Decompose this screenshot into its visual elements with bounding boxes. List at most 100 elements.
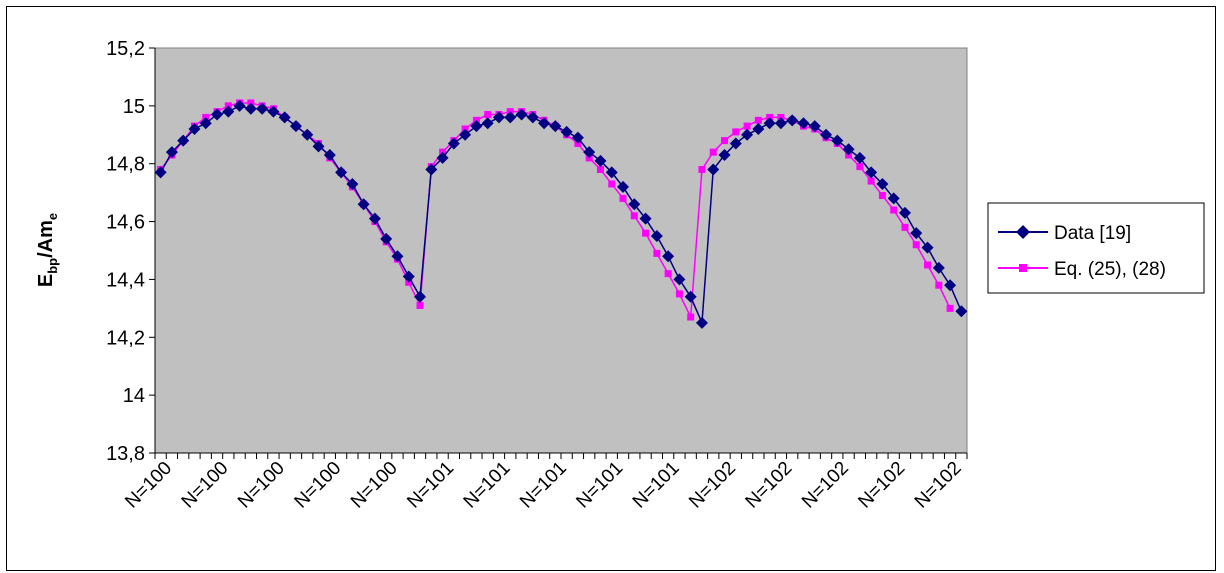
data-point <box>484 111 492 119</box>
data-point <box>955 305 968 318</box>
data-point <box>301 128 314 141</box>
data-point <box>608 180 616 188</box>
data-point <box>662 250 675 263</box>
data-point <box>425 163 438 176</box>
data-point <box>653 249 661 257</box>
data-point <box>560 125 573 138</box>
data-point <box>605 166 618 179</box>
y-tick-label: 14 <box>123 385 145 407</box>
data-point <box>887 192 900 205</box>
series-data <box>154 99 968 329</box>
x-tick-label: N=100 <box>178 458 233 513</box>
data-point <box>709 148 717 156</box>
data-point <box>154 166 167 179</box>
y-tick-label: 14,4 <box>106 269 145 291</box>
data-point <box>617 180 630 193</box>
data-point <box>687 313 695 321</box>
data-point <box>650 230 663 243</box>
data-point <box>312 140 325 153</box>
data-point <box>924 261 932 269</box>
data-point <box>754 116 762 124</box>
data-point <box>414 290 427 303</box>
x-tick-label: N=101 <box>403 458 458 513</box>
data-point <box>684 290 697 303</box>
x-tick-label: N=100 <box>234 458 289 513</box>
data-point <box>594 154 607 167</box>
data-point <box>729 137 742 150</box>
data-point <box>459 128 472 141</box>
x-tick-label: N=101 <box>572 458 627 513</box>
data-point <box>642 229 650 237</box>
data-point <box>797 117 810 130</box>
y-tick-label: 14,2 <box>106 327 145 349</box>
data-point <box>898 206 911 219</box>
data-point <box>357 198 370 211</box>
x-tick-label: N=101 <box>629 458 684 513</box>
data-point <box>935 281 943 289</box>
data-point <box>946 304 954 312</box>
data-point <box>199 117 212 130</box>
data-point <box>447 137 460 150</box>
y-tick-label: 15,2 <box>106 38 145 60</box>
data-point <box>944 279 957 292</box>
data-point <box>752 123 765 135</box>
x-tick-label: N=102 <box>742 458 797 513</box>
data-point <box>515 108 528 121</box>
x-tick-label: N=100 <box>121 458 176 513</box>
y-axis-ticks: 13,8 14 14,2 14,4 14,6 14,8 15 15,2 <box>106 38 155 465</box>
data-point <box>921 241 934 254</box>
data-point <box>278 111 291 124</box>
data-point <box>707 163 720 176</box>
y-tick-label: 14,6 <box>106 212 145 234</box>
data-point <box>721 137 729 145</box>
x-tick-label: N=102 <box>911 458 966 513</box>
legend: Data [19] Eq. (25), (28) <box>987 202 1205 294</box>
data-point <box>867 177 875 185</box>
data-point <box>481 117 494 130</box>
series-layer <box>154 99 968 329</box>
data-point <box>571 131 584 144</box>
data-point <box>492 111 505 124</box>
data-point <box>901 223 909 231</box>
data-point <box>853 151 866 164</box>
data-point <box>188 123 201 135</box>
data-point <box>774 117 787 130</box>
data-point <box>346 177 359 190</box>
data-point <box>842 143 855 156</box>
data-point <box>865 166 878 179</box>
data-point <box>165 146 178 159</box>
data-point <box>741 128 754 141</box>
data-point <box>876 177 889 190</box>
data-point <box>878 192 886 200</box>
data-point <box>675 290 683 298</box>
legend-marker-eq <box>1019 264 1027 272</box>
data-point <box>267 105 280 118</box>
data-point <box>786 114 799 127</box>
data-point <box>211 108 224 121</box>
data-point <box>380 232 393 245</box>
data-point <box>912 241 920 249</box>
legend-label-data: Data [19] <box>1054 223 1131 244</box>
x-tick-label: N=102 <box>798 458 853 513</box>
data-point <box>932 261 945 274</box>
data-point <box>718 149 731 162</box>
data-point <box>639 212 652 225</box>
data-point <box>222 105 235 118</box>
x-tick-label: N=101 <box>460 458 515 513</box>
data-point <box>244 102 257 115</box>
x-tick-label: N=100 <box>347 458 402 513</box>
legend-box <box>987 202 1205 294</box>
data-point <box>820 128 833 141</box>
x-tick-label: N=102 <box>685 458 740 513</box>
data-point <box>808 120 821 133</box>
x-tick-label: N=100 <box>291 458 346 513</box>
y-tick-label: 14,8 <box>106 154 145 176</box>
data-point <box>323 149 336 162</box>
data-point <box>698 166 706 173</box>
legend-marker-data <box>1016 225 1030 239</box>
data-point <box>856 163 864 171</box>
data-point <box>368 212 381 225</box>
data-point <box>526 111 539 124</box>
data-point <box>335 166 348 179</box>
